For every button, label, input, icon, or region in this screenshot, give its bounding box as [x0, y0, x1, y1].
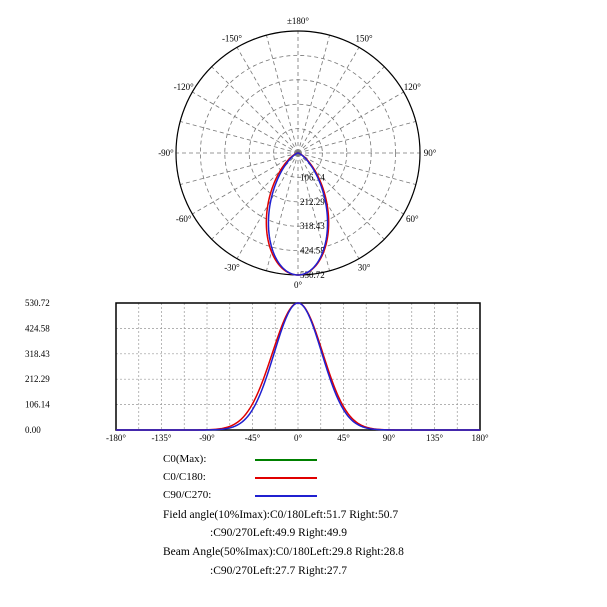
beam-angle-line-2: :C90/270Left:27.7 Right:27.7	[210, 565, 348, 577]
polar-grid-spoke	[297, 121, 416, 154]
polar-grid-spoke	[192, 152, 299, 215]
y-tick-label: 318.43	[25, 349, 50, 359]
legend-label: C90/C270:	[163, 489, 212, 501]
polar-grid-spoke	[180, 121, 299, 154]
x-tick-label: 135°	[426, 433, 444, 443]
y-tick-label: 212.29	[25, 374, 50, 384]
line-series-c90-c270	[116, 302, 480, 431]
polar-grid-spoke	[236, 47, 299, 154]
legend-swatch-line	[255, 459, 317, 461]
beam-angle-line-1: Beam Angle(50%Imax):C0/180Left:29.8 Righ…	[163, 546, 404, 558]
polar-series-c90-c270	[267, 152, 329, 276]
field-angle-line-1: Field angle(10%Imax):C0/180Left:51.7 Rig…	[163, 509, 399, 521]
polar-angle-label: 60°	[406, 214, 419, 224]
polar-grid-spoke	[297, 152, 360, 259]
x-tick-label: -45°	[245, 433, 261, 443]
legend-item-c0-max: C0(Max):	[163, 453, 323, 467]
x-tick-label: 180°	[471, 433, 489, 443]
polar-angle-label: 150°	[355, 34, 373, 44]
polar-grid-spoke	[211, 66, 299, 154]
polar-grid-spoke	[211, 152, 299, 240]
field-angle-line-2: :C90/270Left:49.9 Right:49.9	[210, 527, 348, 539]
x-tick-label: 90°	[383, 433, 396, 443]
polar-angle-label: -60°	[176, 214, 192, 224]
polar-angle-label: ±180°	[287, 16, 309, 26]
polar-grid-circle	[248, 103, 348, 203]
x-tick-label: -90°	[199, 433, 215, 443]
polar-radial-tick-label: 212.29	[300, 197, 325, 207]
polar-grid-spoke	[297, 91, 404, 154]
intensity-line-chart: 0.00 106.14 212.29 318.43 424.58 530.72 -180° -…	[25, 298, 489, 443]
polar-angle-label: -30°	[224, 262, 240, 272]
y-tick-label: 106.14	[25, 400, 50, 410]
polar-grid-spoke	[266, 35, 299, 154]
polar-grid-spoke	[180, 152, 299, 185]
x-tick-label: 45°	[337, 433, 350, 443]
polar-angle-label: -120°	[174, 82, 194, 92]
legend-swatch-line	[255, 495, 317, 497]
polar-angle-label: -150°	[222, 34, 242, 44]
polar-grid-spoke	[192, 91, 299, 154]
polar-angle-label: 30°	[358, 262, 371, 272]
polar-grid-spoke	[297, 35, 330, 154]
polar-grid-spoke	[297, 152, 404, 215]
polar-angle-label: 90°	[424, 148, 437, 158]
polar-angle-label: 120°	[404, 82, 422, 92]
polar-grid-spoke	[236, 152, 299, 259]
polar-radial-tick-label: 106.14	[300, 172, 325, 182]
y-tick-label: 424.58	[25, 323, 50, 333]
polar-intensity-chart: 0° -30° 30° -60° 60° -90° 90° -120° 120° -150° 150…	[158, 16, 437, 290]
polar-grid-circle	[199, 54, 397, 252]
polar-grid-spoke	[297, 47, 360, 154]
y-tick-label: 530.72	[25, 298, 50, 308]
polar-angle-label: -90°	[158, 148, 174, 158]
x-tick-label: -180°	[106, 433, 126, 443]
legend-label: C0/C180:	[163, 471, 206, 483]
line-series-c0-c180	[116, 302, 480, 431]
x-tick-label: 0°	[294, 433, 303, 443]
polar-radial-tick-label: 424.58	[300, 246, 325, 256]
polar-grid-spoke	[297, 152, 416, 185]
legend-swatch-line	[255, 477, 317, 479]
legend-label: C0(Max):	[163, 453, 207, 465]
polar-radial-tick-label: 318.43	[300, 221, 325, 231]
polar-grid-spoke	[297, 66, 385, 154]
polar-radial-tick-label: 530.72	[300, 270, 325, 280]
legend-item-c0-c180: C0/C180:	[163, 471, 323, 485]
polar-grid-spoke	[297, 152, 385, 240]
y-tick-label: 0.00	[25, 425, 41, 435]
line-chart-frame	[115, 302, 481, 431]
x-tick-label: -135°	[151, 433, 171, 443]
legend-item-c90-c270: C90/C270:	[163, 489, 323, 503]
polar-angle-label: 0°	[294, 280, 303, 290]
